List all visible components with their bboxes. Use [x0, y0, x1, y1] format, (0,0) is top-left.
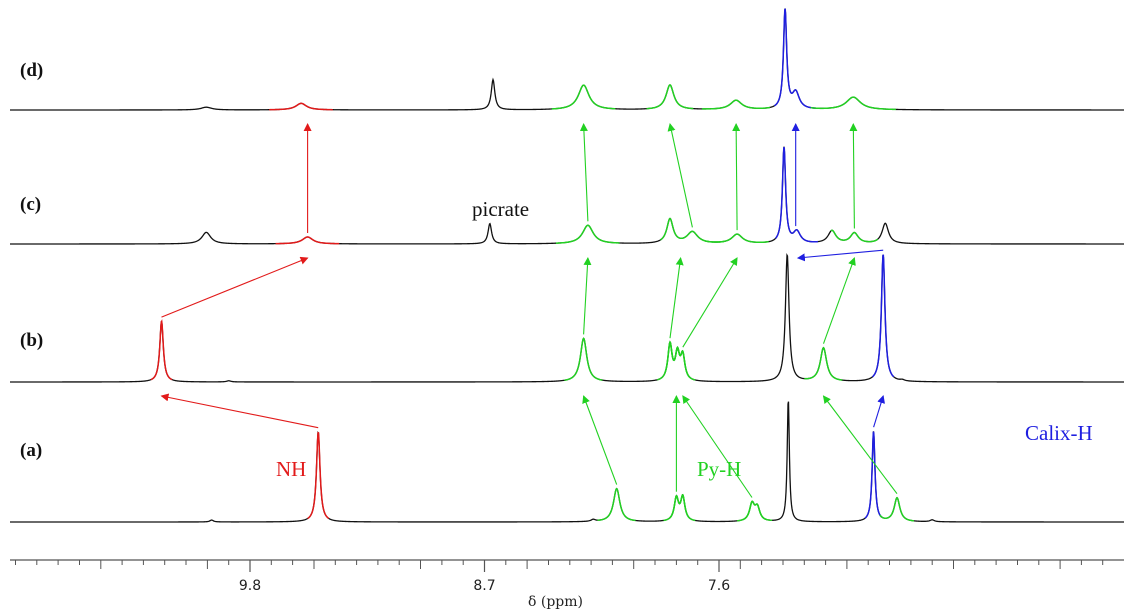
annotation-nh: NH	[276, 457, 306, 481]
shift-arrow-calix-7	[873, 395, 885, 428]
x-axis-ticks: 9.8 8.7 7.6	[15, 560, 1104, 594]
peak-py-b-2	[564, 337, 603, 381]
spectrum-trace-b	[10, 252, 1124, 383]
x-tick-label: 7.6	[708, 578, 730, 594]
peak-py-a-4	[669, 493, 696, 522]
peak-calix-d-7	[773, 8, 817, 109]
peak-py-d-8	[810, 96, 896, 111]
peak-calix-b-8	[871, 254, 895, 378]
shift-arrow-py-14	[667, 123, 693, 228]
peak-calix-a-8	[864, 431, 883, 519]
spectrum-trace-d	[10, 8, 1124, 111]
shift-arrow-calix-12	[796, 249, 884, 262]
shift-arrow-py-11	[822, 257, 856, 344]
peak-py-d-5	[701, 99, 771, 110]
peak-py-c-10	[830, 229, 879, 243]
x-axis-title: δ (ppm)	[528, 594, 583, 610]
shift-arrow-py-8	[583, 257, 592, 335]
trace-label-d: (d)	[20, 60, 43, 81]
peak-nh-d-1	[269, 102, 333, 111]
peak-nh-c-1	[275, 236, 340, 245]
peak-py-c-5	[659, 217, 725, 243]
shift-arrow-py-16	[849, 123, 858, 229]
trace-label-c: (c)	[20, 194, 41, 215]
spectrum-line	[10, 146, 1124, 245]
spectrum-trace-a	[10, 401, 1124, 523]
peak-calix-c-8	[774, 146, 818, 243]
annotation-calix-h: Calix-H	[1025, 421, 1093, 445]
spectrum-line	[10, 8, 1124, 111]
shift-arrows-layer	[160, 123, 898, 498]
shift-arrow-py-13	[579, 123, 589, 222]
spectrum-trace-c	[10, 146, 1124, 245]
shift-arrow-py-3	[582, 395, 618, 485]
shift-arrow-py-10	[682, 257, 738, 348]
trace-label-b: (b)	[20, 330, 43, 351]
shift-arrow-py-9	[669, 257, 684, 339]
peak-py-b-7	[804, 346, 843, 381]
annotation-py-h: Py-H	[697, 457, 741, 481]
peak-nh-a-0	[307, 431, 330, 520]
trace-label-a: (a)	[20, 440, 42, 461]
spectra-layer	[10, 8, 1124, 523]
shift-arrow-py-5	[682, 395, 753, 498]
peak-py-c-3	[555, 224, 620, 244]
peak-py-a-6	[742, 500, 773, 521]
shift-arrow-py-15	[732, 123, 741, 231]
shift-arrow-py-6	[822, 395, 898, 495]
peak-py-a-2	[597, 487, 636, 522]
spectrum-line	[10, 252, 1124, 383]
annotation-picrate: picrate	[472, 197, 529, 221]
shift-arrow-nh-0	[160, 393, 319, 429]
peak-py-b-5	[669, 341, 696, 381]
shift-arrow-nh-1	[161, 256, 309, 318]
peak-py-a-5	[737, 500, 767, 522]
peak-py-d-4	[646, 84, 694, 110]
x-tick-label: 9.8	[239, 578, 261, 594]
x-tick-label: 8.7	[473, 578, 495, 594]
peak-py-a-9	[879, 496, 915, 522]
peak-nh-b-0	[150, 319, 173, 381]
peak-py-c-6	[704, 233, 769, 244]
spectrum-line	[10, 401, 1124, 523]
peak-py-d-3	[551, 84, 616, 110]
